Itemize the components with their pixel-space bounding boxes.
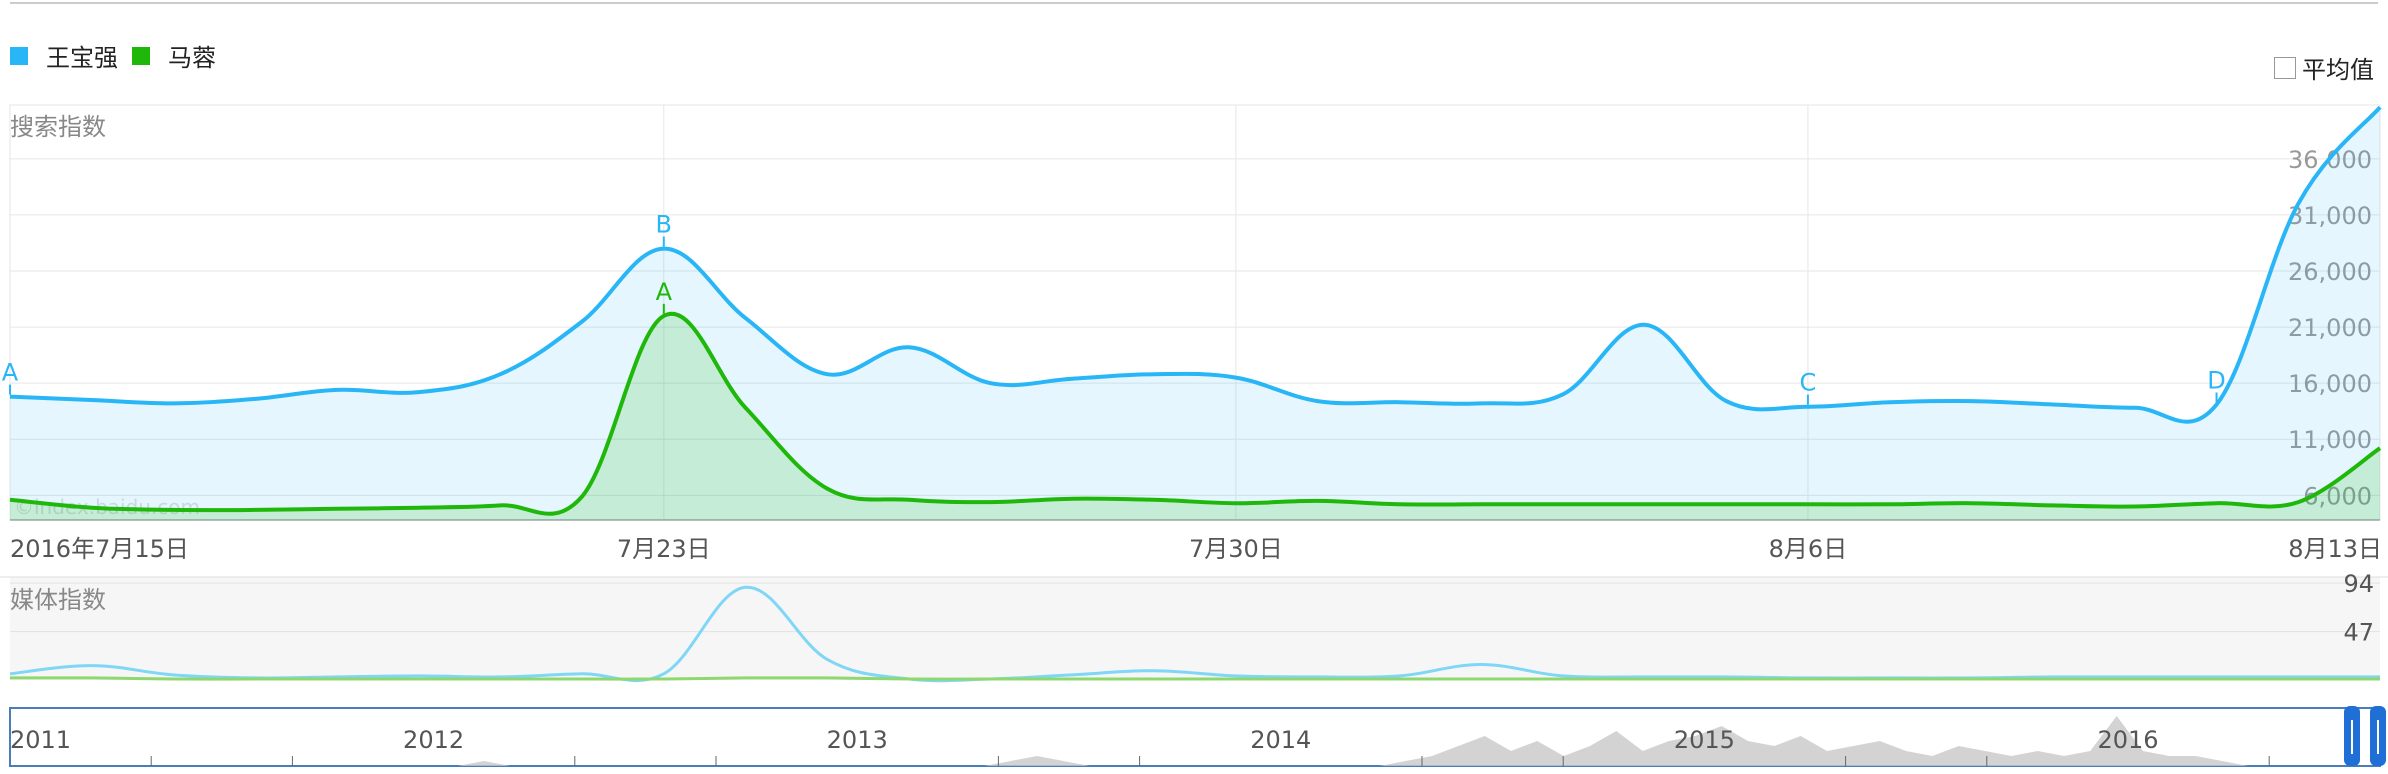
series-area-0	[10, 107, 2380, 520]
navigator-year-label: 2013	[827, 726, 888, 754]
navigator-year-label: 2016	[2097, 726, 2158, 754]
x-tick-label: 8月13日	[2288, 535, 2382, 563]
media-index-title: 媒体指数	[10, 586, 106, 614]
average-label: 平均值	[2302, 56, 2374, 84]
navigator-year-label: 2012	[403, 726, 464, 754]
legend-swatch-marong	[132, 46, 150, 65]
x-tick-label: 7月30日	[1189, 535, 1283, 563]
y-tick-label: 26,000	[2288, 258, 2372, 286]
media-series-line-1	[9, 676, 2380, 681]
legend-label-wangbaoqiang[interactable]: 王宝强	[46, 44, 118, 72]
navigator-year-label: 2011	[10, 726, 71, 754]
navigator-year-label: 2015	[1674, 726, 1735, 754]
legend: 王宝强 马蓉	[10, 38, 230, 73]
search-plot-area	[9, 104, 2381, 521]
annotation-label: A	[656, 278, 673, 306]
y-tick-label: 31,000	[2288, 202, 2372, 230]
annotation-label: D	[2207, 366, 2225, 394]
x-tick-label: 8月6日	[1769, 535, 1848, 563]
average-checkbox[interactable]	[2274, 56, 2296, 79]
y-tick-label: 11,000	[2288, 426, 2372, 454]
annotation-label: B	[656, 211, 672, 239]
legend-swatch-wangbaoqiang	[10, 46, 28, 65]
series-line-1	[9, 311, 2382, 516]
x-tick-label: 2016年7月15日	[10, 535, 189, 563]
media-y-tick-label: 94	[2343, 570, 2374, 598]
y-tick-label: 16,000	[2288, 370, 2372, 398]
media-y-tick-label: 47	[2343, 619, 2374, 647]
x-tick-label: 7月23日	[617, 535, 711, 563]
search-index-title: 搜索指数	[10, 113, 106, 141]
series-area-1	[10, 313, 2380, 520]
legend-label-marong[interactable]: 马蓉	[168, 44, 216, 72]
average-toggle[interactable]: 平均值	[2274, 50, 2374, 85]
series-line-0	[9, 105, 2382, 424]
annotation-label: A	[2, 359, 19, 387]
navigator-year-label: 2014	[1250, 726, 1311, 754]
media-plot-area	[10, 577, 2380, 680]
y-tick-label: 21,000	[2288, 314, 2372, 342]
annotation-label: C	[1800, 369, 1817, 397]
navigator-area	[10, 716, 2380, 766]
